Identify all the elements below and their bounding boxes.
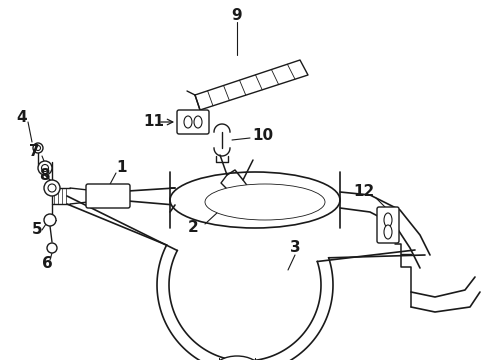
Ellipse shape bbox=[384, 213, 392, 227]
FancyBboxPatch shape bbox=[177, 110, 209, 134]
Text: 1: 1 bbox=[116, 161, 126, 175]
Circle shape bbox=[42, 165, 49, 171]
Circle shape bbox=[38, 161, 52, 175]
Ellipse shape bbox=[205, 184, 325, 220]
Text: 4: 4 bbox=[17, 111, 27, 126]
Circle shape bbox=[48, 184, 56, 192]
Ellipse shape bbox=[184, 116, 192, 128]
Text: 8: 8 bbox=[39, 167, 50, 183]
Circle shape bbox=[47, 243, 57, 253]
Text: 5: 5 bbox=[32, 222, 43, 238]
Ellipse shape bbox=[384, 225, 392, 239]
Text: 6: 6 bbox=[42, 256, 53, 270]
Circle shape bbox=[33, 143, 43, 153]
FancyBboxPatch shape bbox=[377, 207, 399, 243]
Ellipse shape bbox=[170, 172, 340, 228]
Ellipse shape bbox=[194, 116, 202, 128]
Circle shape bbox=[44, 180, 60, 196]
Text: 7: 7 bbox=[29, 144, 40, 159]
Text: 3: 3 bbox=[290, 240, 300, 256]
Circle shape bbox=[44, 214, 56, 226]
Text: 12: 12 bbox=[354, 184, 375, 199]
Text: 10: 10 bbox=[252, 129, 273, 144]
Circle shape bbox=[35, 145, 41, 150]
Text: 11: 11 bbox=[143, 114, 164, 130]
Text: 2: 2 bbox=[188, 220, 198, 235]
Ellipse shape bbox=[215, 356, 259, 360]
Text: 9: 9 bbox=[232, 8, 243, 22]
FancyBboxPatch shape bbox=[86, 184, 130, 208]
